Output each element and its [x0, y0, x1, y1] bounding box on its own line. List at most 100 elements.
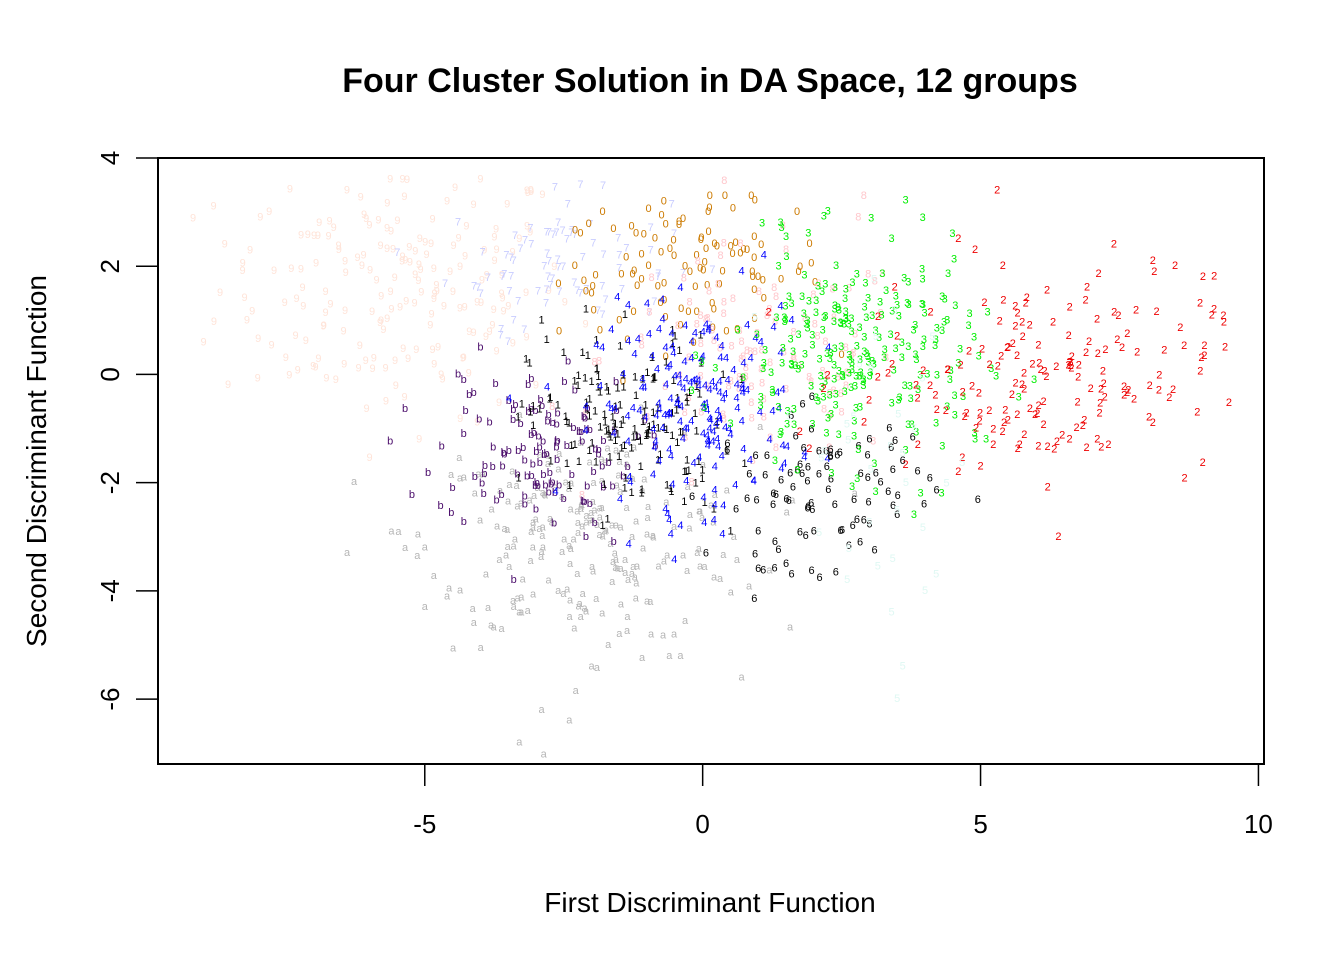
data-point: 4: [740, 380, 746, 392]
data-point: 0: [572, 260, 578, 272]
data-point: 7: [508, 252, 514, 264]
data-point: 3: [789, 298, 795, 310]
data-point: 9: [491, 231, 497, 243]
data-point: 4: [747, 454, 753, 466]
data-point: 3: [852, 381, 858, 393]
data-point: 4: [660, 422, 666, 434]
data-point: 9: [404, 174, 410, 186]
data-point: 7: [553, 227, 559, 239]
data-point: 4: [599, 342, 605, 354]
data-point: 9: [310, 361, 316, 373]
data-point: a: [506, 561, 513, 573]
data-point: 1: [604, 381, 610, 393]
data-point: a: [605, 639, 612, 651]
data-point: 9: [478, 297, 484, 309]
data-point: a: [567, 611, 574, 623]
data-point: a: [587, 514, 594, 526]
data-point: 2: [1034, 408, 1040, 420]
data-point: 3: [821, 312, 827, 324]
data-point: b: [425, 467, 431, 479]
data-point: 3: [783, 251, 789, 263]
data-point: 7: [503, 250, 509, 262]
data-point: 0: [661, 195, 667, 207]
data-point: 7: [595, 305, 601, 317]
data-point: a: [710, 517, 717, 529]
data-point: 4: [656, 455, 662, 467]
data-point: 1: [675, 398, 681, 410]
data-point: b: [525, 406, 531, 418]
data-point: 0: [616, 314, 622, 326]
data-point: 9: [427, 320, 433, 332]
data-point: 1: [670, 375, 676, 387]
data-point: a: [506, 479, 513, 491]
data-point: 3: [911, 509, 917, 521]
data-point: 9: [399, 174, 405, 186]
data-point: 4: [712, 382, 718, 394]
data-point: a: [518, 606, 525, 618]
data-point: 7: [506, 286, 512, 298]
data-point: b: [528, 429, 534, 441]
data-point: 8: [791, 353, 797, 365]
data-point: 9: [344, 185, 350, 197]
data-point: b: [590, 466, 596, 478]
data-point: 2: [1088, 383, 1094, 395]
data-point: 0: [624, 334, 630, 346]
data-point: 1: [563, 416, 569, 428]
data-point: 4: [779, 384, 785, 396]
data-point: 9: [462, 302, 468, 314]
data-point: 4: [757, 407, 763, 419]
data-point: 0: [707, 190, 713, 202]
data-point: b: [532, 405, 538, 417]
data-point: 9: [266, 206, 272, 218]
data-point: 7: [394, 247, 400, 259]
data-point: 0: [634, 280, 640, 292]
data-point: a: [488, 504, 495, 516]
data-point: 3: [778, 426, 784, 438]
data-point: a: [588, 507, 595, 519]
data-point: 1: [622, 483, 628, 495]
data-point: a: [697, 505, 704, 517]
data-point: b: [532, 480, 538, 492]
data-point: 9: [394, 215, 400, 227]
data-point: 1: [638, 461, 644, 473]
data-point: 4: [726, 424, 732, 436]
data-point: 3: [815, 396, 821, 408]
data-point: 2: [1083, 442, 1089, 454]
data-point: a: [647, 596, 654, 608]
data-point: 3: [846, 319, 852, 331]
data-point: 4: [719, 450, 725, 462]
data-point: 8: [644, 412, 650, 424]
data-point: a: [623, 458, 630, 470]
data-point: 1: [670, 338, 676, 350]
data-point: a: [480, 468, 487, 480]
data-point: 5: [818, 453, 824, 465]
data-point: 6: [846, 540, 852, 552]
chart-title: Four Cluster Solution in DA Space, 12 gr…: [342, 62, 1077, 100]
data-point: 2: [1111, 306, 1117, 318]
data-point: 1: [683, 466, 689, 478]
data-point: 0: [639, 274, 645, 286]
series-group-3: 3333333333333333333333333333333333333333…: [688, 195, 1037, 521]
data-point: 3: [988, 363, 994, 375]
data-point: 0: [663, 351, 669, 363]
data-point: 3: [857, 401, 863, 413]
data-point: 4: [666, 515, 672, 527]
data-point: a: [696, 543, 703, 555]
data-point: 3: [780, 343, 786, 355]
data-point: 4: [781, 458, 787, 470]
data-point: 2: [892, 282, 898, 294]
data-point: 0: [723, 326, 729, 338]
data-point: 3: [831, 359, 837, 371]
data-point: 2: [934, 404, 940, 416]
data-point: 6: [900, 455, 906, 467]
data-point: 3: [866, 357, 872, 369]
data-point: 9: [524, 221, 530, 233]
data-point: 4: [641, 382, 647, 394]
data-point: a: [597, 503, 604, 515]
data-point: 7: [615, 232, 621, 244]
data-point: 3: [847, 354, 853, 366]
data-point: 0: [698, 234, 704, 246]
data-point: 4: [593, 340, 599, 352]
data-point: a: [589, 514, 596, 526]
data-point: 2: [1147, 380, 1153, 392]
